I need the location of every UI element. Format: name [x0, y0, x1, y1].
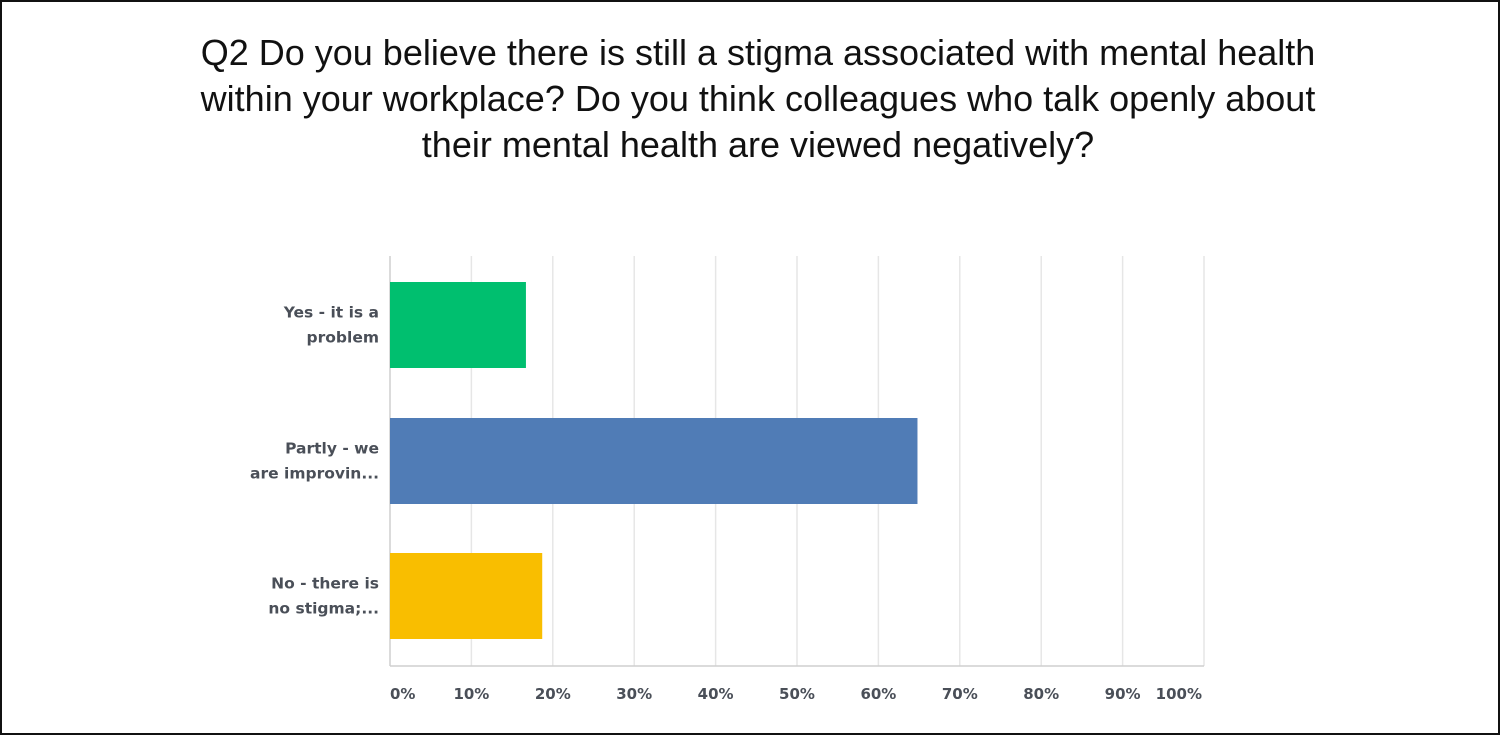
tick-label-50: 50%	[779, 685, 815, 703]
tick-label-60: 60%	[860, 685, 896, 703]
tick-label-90: 90%	[1105, 685, 1141, 703]
bar-2	[390, 418, 918, 504]
tick-label-70: 70%	[942, 685, 978, 703]
bar-3	[390, 553, 543, 639]
chart-title: Q2 Do you believe there is still a stigm…	[80, 30, 1436, 168]
tick-label-40: 40%	[698, 685, 734, 703]
category-label-3-line-2: no stigma;...	[268, 600, 379, 618]
category-label-2-line-2: are improvin...	[250, 465, 379, 483]
category-label-1-line-2: problem	[307, 329, 379, 347]
category-label-3-line-1: No - there is	[271, 575, 379, 593]
title-line-2: within your workplace? Do you think coll…	[200, 78, 1316, 119]
category-label-2-line-1: Partly - we	[285, 440, 379, 458]
tick-label-10: 10%	[453, 685, 489, 703]
title-line-3: their mental health are viewed negativel…	[421, 124, 1095, 165]
tick-label-20: 20%	[535, 685, 571, 703]
tick-label-80: 80%	[1023, 685, 1059, 703]
tick-label-0: 0%	[390, 685, 415, 703]
category-label-1-line-1: Yes - it is a	[283, 304, 379, 322]
tick-label-100: 100%	[1156, 685, 1202, 703]
bar-1	[390, 282, 526, 368]
title-line-1: Q2 Do you believe there is still a stigm…	[200, 32, 1316, 73]
tick-label-30: 30%	[616, 685, 652, 703]
